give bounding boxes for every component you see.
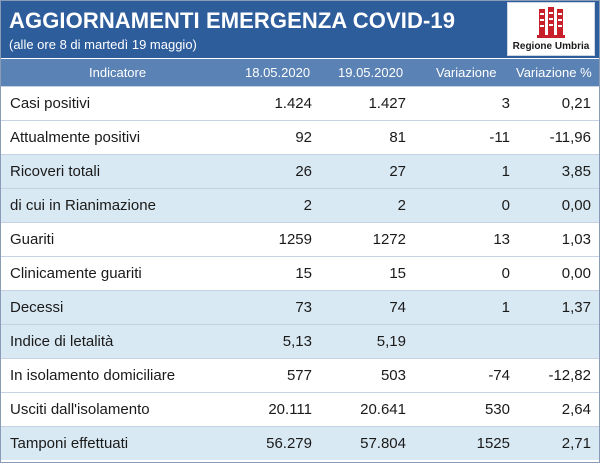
row-value-date-2: 20.641 — [360, 401, 406, 418]
row-variation: 1 — [501, 299, 510, 316]
table-row: Ricoveri totali 26 27 1 3,85 — [1, 154, 599, 188]
table-row: Casi positivi 1.424 1.427 3 0,21 — [1, 86, 599, 120]
row-value-date-1: 56.279 — [266, 435, 312, 452]
table-row: Usciti dall'isolamento 20.111 20.641 530… — [1, 392, 599, 426]
row-variation: 530 — [484, 401, 510, 418]
row-variation: 1 — [501, 163, 510, 180]
row-value-date-2: 503 — [380, 367, 406, 384]
row-indicator: Tamponi effettuati — [10, 435, 129, 452]
umbria-ceri-emblem-icon — [536, 7, 566, 39]
row-indicator: Clinicamente guariti — [10, 265, 142, 282]
row-indicator: Usciti dall'isolamento — [10, 401, 150, 418]
row-value-date-2: 2 — [397, 197, 406, 214]
row-indicator: Casi positivi — [10, 95, 91, 112]
table-row: Tamponi effettuati 56.279 57.804 1525 2,… — [1, 426, 599, 460]
column-header-indicatore: Indicatore — [89, 65, 147, 80]
table-row: In isolamento domiciliare 577 503 -74 -1… — [1, 358, 599, 392]
row-indicator: Indice di letalità — [10, 333, 114, 350]
row-variation: 3 — [501, 95, 510, 112]
row-value-date-2: 15 — [389, 265, 406, 282]
row-indicator: Ricoveri totali — [10, 163, 101, 180]
row-variation-pct: 0,00 — [561, 197, 591, 214]
table-row: di cui in Rianimazione 2 2 0 0,00 — [1, 188, 599, 222]
row-indicator: Guariti — [10, 231, 55, 248]
row-variation: 13 — [493, 231, 510, 248]
row-variation-pct: -11,96 — [549, 129, 591, 146]
row-variation: 0 — [501, 265, 510, 282]
table-row: Decessi 73 74 1 1,37 — [1, 290, 599, 324]
row-variation-pct: 1,37 — [561, 299, 591, 316]
row-value-date-1: 26 — [295, 163, 312, 180]
row-value-date-1: 2 — [303, 197, 312, 214]
bulletin-subtitle: (alle ore 8 di martedì 19 maggio) — [9, 37, 197, 52]
row-variation-pct: 3,85 — [561, 163, 591, 180]
row-value-date-1: 5,13 — [282, 333, 312, 350]
row-variation-pct: -12,82 — [548, 367, 591, 384]
row-variation: 1525 — [476, 435, 510, 452]
column-header-date-2: 19.05.2020 — [338, 65, 404, 80]
table-column-headers: Indicatore 18.05.2020 19.05.2020 Variazi… — [1, 59, 599, 86]
row-variation-pct: 2,64 — [561, 401, 591, 418]
table-row: Indice di letalità 5,13 5,19 — [1, 324, 599, 358]
row-indicator: Attualmente positivi — [10, 129, 141, 146]
row-variation-pct: 1,03 — [561, 231, 591, 248]
row-variation: 0 — [501, 197, 510, 214]
row-indicator: Decessi — [10, 299, 64, 316]
row-value-date-1: 1259 — [278, 231, 312, 248]
row-variation-pct: 0,21 — [561, 95, 591, 112]
row-value-date-2: 74 — [389, 299, 406, 316]
table-body: Casi positivi 1.424 1.427 3 0,21 Attualm… — [1, 86, 599, 460]
table-row: Clinicamente guariti 15 15 0 0,00 — [1, 256, 599, 290]
row-value-date-1: 73 — [295, 299, 312, 316]
row-variation: -74 — [488, 367, 510, 384]
row-indicator: di cui in Rianimazione — [10, 197, 156, 214]
row-value-date-1: 20.111 — [268, 401, 312, 418]
logo-label: Regione Umbria — [512, 41, 590, 52]
regione-umbria-logo: Regione Umbria — [507, 2, 595, 56]
row-value-date-1: 1.424 — [274, 95, 312, 112]
row-value-date-2: 1.427 — [368, 95, 406, 112]
bulletin-header: AGGIORNAMENTI EMERGENZA COVID-19 (alle o… — [1, 1, 599, 58]
bulletin-title: AGGIORNAMENTI EMERGENZA COVID-19 — [9, 8, 456, 33]
row-variation: -11 — [489, 129, 510, 146]
row-variation-pct: 0,00 — [561, 265, 591, 282]
row-value-date-2: 5,19 — [376, 333, 406, 350]
row-value-date-1: 577 — [286, 367, 312, 384]
row-value-date-2: 81 — [389, 129, 406, 146]
row-variation-pct: 2,71 — [561, 435, 591, 452]
row-value-date-2: 1272 — [372, 231, 406, 248]
column-header-variazione-pct: Variazione % — [516, 65, 592, 80]
row-value-date-1: 15 — [295, 265, 312, 282]
column-header-date-1: 18.05.2020 — [245, 65, 311, 80]
table-row: Guariti 1259 1272 13 1,03 — [1, 222, 599, 256]
table-row: Attualmente positivi 92 81 -11 -11,96 — [1, 120, 599, 154]
row-value-date-2: 27 — [389, 163, 406, 180]
column-header-variazione: Variazione — [436, 65, 497, 80]
row-value-date-1: 92 — [295, 129, 312, 146]
row-indicator: In isolamento domiciliare — [10, 367, 176, 384]
row-value-date-2: 57.804 — [360, 435, 406, 452]
